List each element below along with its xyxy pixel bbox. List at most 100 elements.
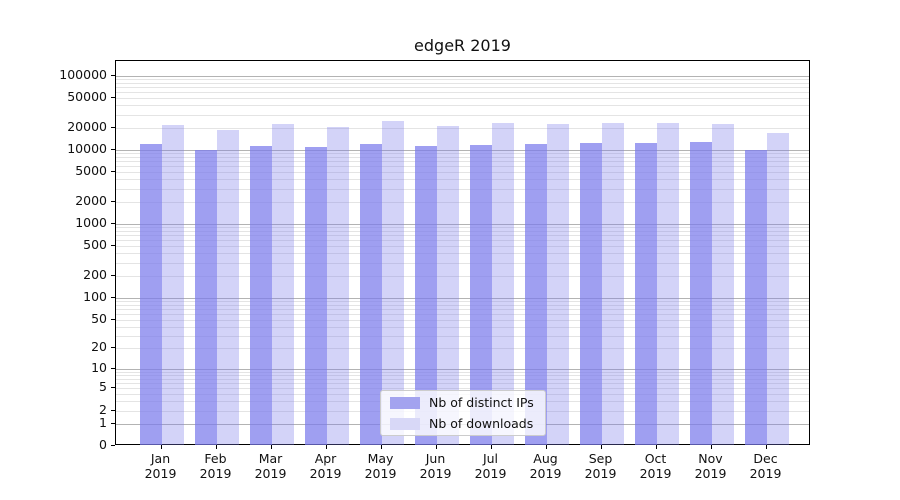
- y-axis-tick: [111, 387, 115, 389]
- gridline-minor: [116, 98, 809, 100]
- gridline-minor: [116, 388, 809, 390]
- y-axis-tick: [111, 245, 115, 247]
- bar-distinct-ips: [359, 143, 382, 445]
- gridline-minor: [116, 246, 809, 248]
- bar-downloads: [326, 127, 349, 445]
- bar-distinct-ips: [249, 145, 272, 445]
- x-axis-tick: [435, 445, 437, 449]
- bar-downloads: [381, 120, 404, 445]
- x-tick-label-line: 2019: [639, 466, 672, 481]
- x-tick-label: Mar 2019: [243, 451, 298, 481]
- gridline-minor: [116, 383, 809, 385]
- x-axis-tick: [765, 445, 767, 449]
- legend-item-distinct-ips: Nb of distinct IPs: [381, 393, 545, 413]
- x-tick-label-line: Sep: [588, 451, 613, 466]
- bar-downloads: [546, 123, 569, 445]
- gridline-major: [116, 223, 809, 225]
- x-tick-label-line: Jul: [482, 451, 499, 466]
- gridline-minor: [116, 201, 809, 203]
- gridline-minor: [116, 319, 809, 321]
- gridline-minor: [116, 105, 809, 107]
- x-tick-label-line: 2019: [144, 466, 177, 481]
- x-axis-tick: [380, 445, 382, 449]
- gridline-minor: [116, 188, 809, 190]
- x-tick-label: Apr 2019: [298, 451, 353, 481]
- gridline-minor: [116, 79, 809, 81]
- bar-downloads: [216, 130, 239, 445]
- gridline-minor: [116, 326, 809, 328]
- y-tick-label: 2: [99, 401, 107, 417]
- x-axis-tick: [710, 445, 712, 449]
- bar-distinct-ips: [579, 142, 602, 445]
- gridline-minor: [116, 375, 809, 377]
- gridline-minor: [116, 309, 809, 310]
- y-axis-tick: [111, 422, 115, 424]
- bar-downloads: [491, 123, 514, 445]
- x-tick-label: Oct 2019: [628, 451, 683, 481]
- y-tick-label: 0: [99, 437, 107, 452]
- legend-item-downloads: Nb of downloads: [381, 414, 545, 434]
- y-axis-tick: [111, 318, 115, 320]
- x-tick-label-line: 2019: [474, 466, 507, 481]
- x-tick-label-line: 2019: [694, 466, 727, 481]
- x-tick-label: Sep 2019: [573, 451, 628, 481]
- y-tick-label: 5000: [75, 163, 107, 179]
- x-tick-label-line: Feb: [204, 451, 227, 466]
- gridline-minor: [116, 275, 809, 277]
- gridline-major: [116, 368, 809, 370]
- gridline-minor: [116, 253, 809, 255]
- gridline-minor: [116, 92, 809, 94]
- x-tick-label-line: 2019: [584, 466, 617, 481]
- bar-distinct-ips: [194, 149, 217, 445]
- x-tick-label-line: Jun: [425, 451, 446, 466]
- x-tick-label: Jul 2019: [463, 451, 518, 481]
- x-axis-tick: [325, 445, 327, 449]
- chart-title: edgeR 2019: [414, 36, 511, 55]
- bar-distinct-ips: [469, 144, 492, 445]
- bar-distinct-ips: [139, 143, 162, 445]
- x-tick-label-line: Oct: [644, 451, 667, 466]
- y-tick-label: 2000: [75, 192, 107, 208]
- x-tick-label: Jun 2019: [408, 451, 463, 481]
- bar-distinct-ips: [524, 143, 547, 445]
- y-axis-tick: [111, 367, 115, 369]
- x-tick-label-line: Nov: [698, 451, 723, 466]
- y-tick-label: 100: [83, 288, 107, 304]
- gridline-minor: [116, 172, 809, 174]
- gridline-minor: [116, 161, 809, 163]
- x-tick-label-line: Mar: [258, 451, 283, 466]
- y-tick-label: 50000: [67, 89, 107, 105]
- y-tick-label: 100000: [59, 66, 107, 82]
- y-tick-label: 200: [83, 266, 107, 282]
- y-axis-tick: [111, 126, 115, 128]
- bar-downloads: [271, 124, 294, 445]
- gridline-major: [116, 149, 809, 151]
- y-axis-tick: [111, 445, 115, 446]
- bar-distinct-ips: [634, 143, 657, 445]
- gridline-minor: [116, 153, 809, 155]
- y-axis-tick: [111, 148, 115, 150]
- legend: Nb of distinct IPs Nb of downloads: [380, 390, 546, 436]
- x-tick-label-line: 2019: [419, 466, 452, 481]
- gridline-minor: [116, 235, 809, 237]
- gridline-minor: [116, 127, 809, 129]
- gridline-minor: [116, 372, 809, 373]
- x-tick-label: Feb 2019: [188, 451, 243, 481]
- y-axis-tick: [111, 171, 115, 173]
- bar-downloads: [161, 125, 184, 445]
- bars-layer: [116, 61, 809, 445]
- y-axis-tick: [111, 200, 115, 202]
- y-axis-tick: [111, 274, 115, 276]
- x-axis-tick: [600, 445, 602, 449]
- y-tick-label: 20000: [67, 118, 107, 134]
- gridline-minor: [116, 335, 809, 337]
- gridline-minor: [116, 348, 809, 350]
- legend-label-distinct-ips: Nb of distinct IPs: [429, 395, 534, 410]
- bar-distinct-ips: [304, 146, 327, 445]
- bar-distinct-ips: [414, 146, 437, 445]
- gridline-minor: [116, 301, 809, 303]
- gridline-minor: [116, 240, 809, 242]
- x-tick-label: Dec 2019: [738, 451, 793, 481]
- x-tick-label-line: Jan: [150, 451, 171, 466]
